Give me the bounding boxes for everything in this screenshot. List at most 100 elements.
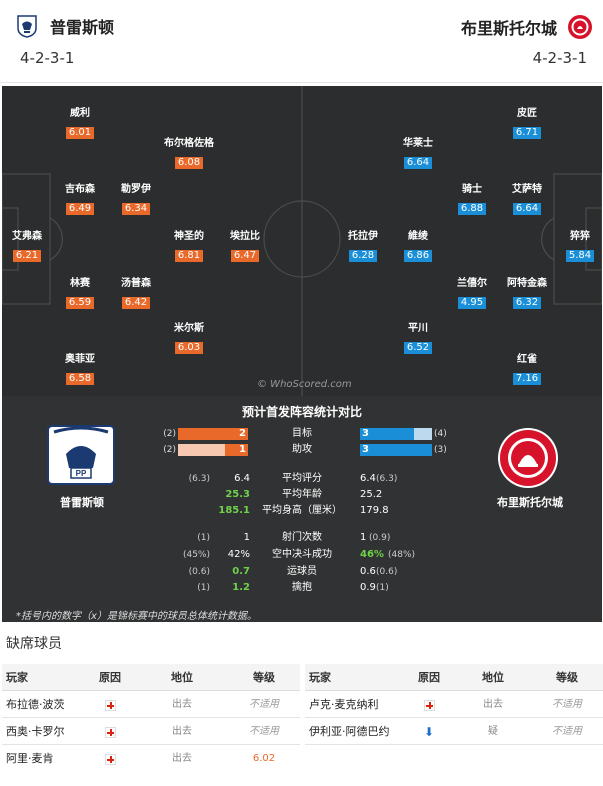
home-player[interactable]: 威利 6.01: [45, 107, 115, 139]
table-row[interactable]: 阿里·麦肯 出去 6.02: [2, 745, 300, 772]
home-player[interactable]: 林赛 6.59: [45, 277, 115, 309]
player-name: 骑士: [462, 184, 482, 195]
col-rating: 等级: [556, 671, 578, 684]
home-player[interactable]: 神圣的 6.81: [154, 230, 224, 262]
player-rating: 6.03: [174, 342, 204, 354]
away-player[interactable]: 維绫 6.86: [383, 230, 453, 262]
bristol-city-crest-icon: [568, 15, 592, 39]
player-rating: 6.42: [121, 297, 151, 309]
away-prev: (3): [434, 445, 447, 455]
status: 出去: [483, 699, 503, 710]
home-prev: (6.3): [188, 474, 210, 484]
rating: 不适用: [552, 699, 582, 710]
player-name: 红雀: [517, 354, 537, 365]
home-player[interactable]: 奥菲亚 6.58: [45, 353, 115, 385]
home-prev: (1): [197, 533, 210, 543]
player-rating: 6.64: [403, 157, 433, 169]
home-player[interactable]: 埃拉比 6.47: [210, 230, 280, 262]
away-player[interactable]: 艾萨特 6.64: [492, 183, 562, 215]
away-value: 25.2: [360, 489, 383, 500]
status: 出去: [172, 753, 192, 764]
player-name: 勒罗伊: [121, 184, 151, 195]
col-rating: 等级: [253, 671, 275, 684]
stat-label: 助攻: [292, 444, 312, 455]
table-row[interactable]: 伊利亚·阿德巴约 ⬇ 疑 不适用: [305, 718, 603, 745]
injury-icon: [90, 718, 130, 745]
stat-label: 运球员: [287, 566, 317, 577]
table-row[interactable]: 卢克·麦克纳利 出去 不适用: [305, 691, 603, 718]
away-player[interactable]: 兰僖尔 4.95: [437, 277, 507, 309]
away-player[interactable]: 骑士 6.88: [437, 183, 507, 215]
bristol-city-crest-icon: [498, 428, 558, 488]
stat-row-avg-rating: (6.3) 6.4 平均评分 6.4 (6.3): [2, 471, 602, 487]
away-team-label: 布里斯托尔城: [497, 496, 563, 509]
home-player[interactable]: 吉布森 6.49: [45, 183, 115, 215]
stat-row-shots: (1) 1 射门次数 1 (0.9): [2, 530, 602, 546]
home-player[interactable]: 艾弗森 6.21: [2, 230, 62, 262]
home-player[interactable]: 勒罗伊 6.34: [101, 183, 171, 215]
home-player[interactable]: 米尔斯 6.03: [154, 322, 224, 354]
home-team-name[interactable]: 普雷斯顿: [50, 18, 115, 37]
player-rating: 6.64: [512, 203, 542, 215]
away-player[interactable]: 阿特金森 6.32: [492, 277, 562, 309]
col-reason: 原因: [99, 671, 121, 684]
away-bar: [360, 428, 414, 440]
stat-row-aerial-duels: (45%) 42% 空中决斗成功 46% (48%): [2, 547, 602, 563]
away-team-name[interactable]: 布里斯托尔城: [460, 19, 557, 38]
player-name[interactable]: 西奥·卡罗尔: [6, 725, 65, 738]
player-rating: 6.21: [12, 250, 42, 262]
home-prev: (1): [197, 583, 210, 593]
player-name[interactable]: 伊利亚·阿德巴约: [309, 725, 390, 738]
status: 出去: [172, 699, 192, 710]
player-rating: 6.81: [174, 250, 204, 262]
stat-label: 空中决斗成功: [272, 549, 332, 560]
stat-label: 平均身高（厘米）: [262, 505, 342, 516]
col-status: 地位: [482, 671, 504, 684]
player-rating: 6.01: [65, 127, 95, 139]
stat-label: 擒抱: [292, 582, 312, 593]
preston-crest-icon: PP: [47, 425, 115, 485]
player-name: 艾萨特: [512, 184, 542, 195]
away-player[interactable]: 猝猝 5.84: [545, 230, 602, 262]
table-row[interactable]: 西奥·卡罗尔 出去 不适用: [2, 718, 300, 745]
table-row[interactable]: 布拉德·波茨 出去 不适用: [2, 691, 300, 718]
player-name: 汤普森: [121, 278, 151, 289]
stat-label: 目标: [292, 428, 312, 439]
away-player[interactable]: 华莱士 6.64: [383, 137, 453, 169]
away-value: 3: [362, 428, 369, 439]
away-player[interactable]: 平川 6.52: [383, 322, 453, 354]
player-rating: 6.52: [403, 342, 433, 354]
away-player[interactable]: 红雀 7.16: [492, 353, 562, 385]
player-name[interactable]: 阿里·麦肯: [6, 752, 54, 765]
player-name[interactable]: 卢克·麦克纳利: [309, 698, 379, 711]
home-player[interactable]: 汤普森 6.42: [101, 277, 171, 309]
stat-row-avg-height: 185.1 平均身高（厘米） 179.8: [2, 503, 602, 519]
stat-label: 射门次数: [282, 532, 322, 543]
player-name: 神圣的: [174, 231, 204, 242]
player-name[interactable]: 布拉德·波茨: [6, 698, 65, 711]
away-value: 3: [362, 444, 369, 455]
player-name: 艾弗森: [12, 231, 42, 242]
home-team-label: 普雷斯顿: [60, 496, 104, 509]
col-player: 玩家: [6, 671, 28, 684]
away-team[interactable]: 布里斯托尔城: [461, 14, 593, 40]
preston-crest-icon: [17, 15, 37, 38]
away-player[interactable]: 托拉伊 6.28: [328, 230, 398, 262]
home-player[interactable]: 布尔格佐格 6.08: [154, 137, 224, 169]
home-value: 6.4: [234, 473, 250, 484]
away-player[interactable]: 皮匠 6.71: [492, 107, 562, 139]
home-team[interactable]: 普雷斯顿: [16, 14, 114, 38]
away-prev: (4): [434, 429, 447, 439]
player-rating: 6.08: [174, 157, 204, 169]
lineup-comparison: 预计首发阵容统计对比 PP 普雷斯顿 布里斯托尔城 (2) 2 目标 3 (4)…: [2, 396, 602, 622]
player-rating: 4.95: [457, 297, 487, 309]
player-rating: 6.59: [65, 297, 95, 309]
rating: 不适用: [249, 726, 279, 737]
stat-label: 平均年龄: [282, 489, 322, 500]
player-name: 华莱士: [403, 138, 433, 149]
stat-row-dribbles: (0.6) 0.7 运球员 0.6 (0.6): [2, 564, 602, 580]
player-name: 維绫: [408, 231, 428, 242]
player-rating: 6.32: [512, 297, 542, 309]
player-rating: 6.34: [121, 203, 151, 215]
home-prev: (0.6): [188, 567, 210, 577]
